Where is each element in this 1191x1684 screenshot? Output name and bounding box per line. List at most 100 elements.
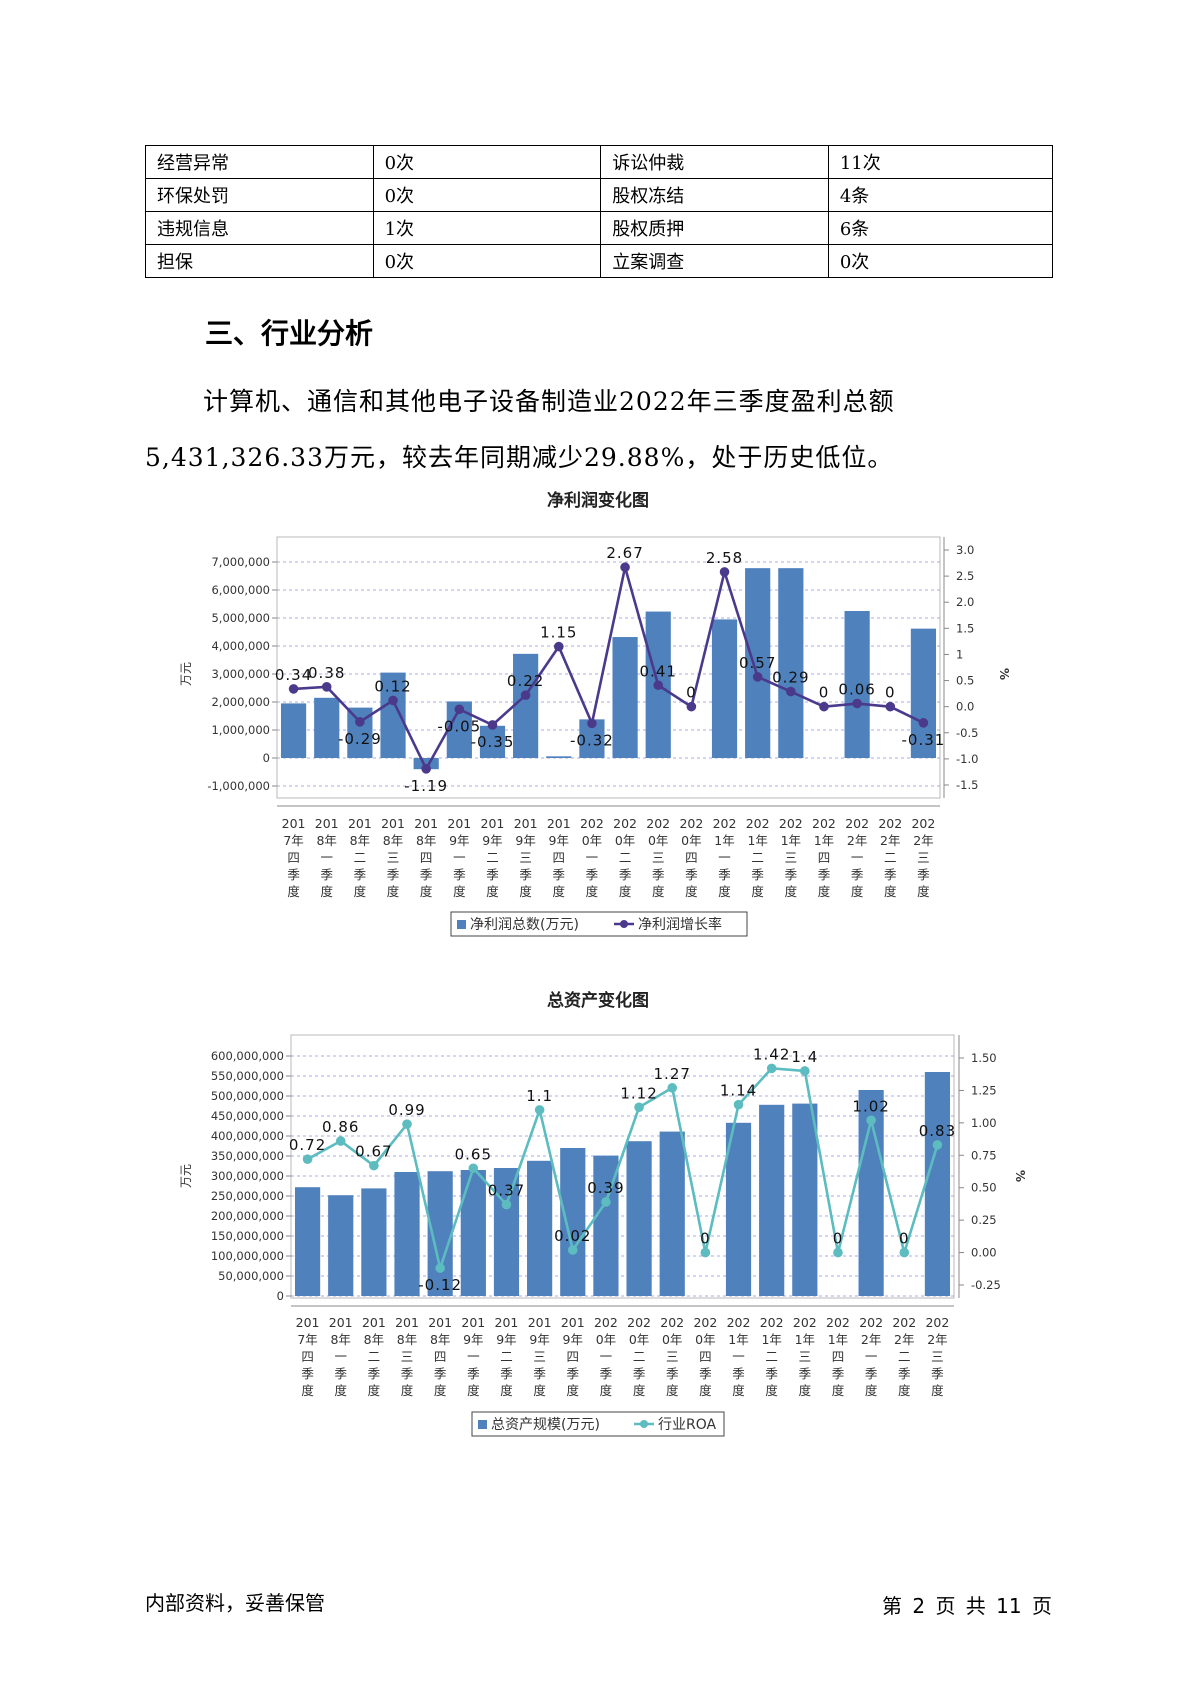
x-tick-label: 季 bbox=[553, 867, 566, 882]
x-tick-label: 三 bbox=[533, 1349, 546, 1364]
x-tick-label: 度 bbox=[387, 884, 400, 899]
data-label: 0.67 bbox=[355, 1143, 392, 1161]
x-tick-label: 202 bbox=[793, 1315, 817, 1330]
table-label-cell: 诉讼仲裁 bbox=[600, 145, 829, 179]
x-tick-label: 201 bbox=[528, 1315, 552, 1330]
data-point bbox=[421, 764, 431, 774]
data-label: -0.35 bbox=[471, 733, 515, 751]
data-label: 1.42 bbox=[753, 1045, 790, 1063]
table-label-cell: 违规信息 bbox=[145, 211, 374, 245]
y-tick-label: 450,000,000 bbox=[211, 1109, 284, 1123]
total-assets-chart-svg: 总资产变化图 600,000,000 550,000,000 500,000,000 4… bbox=[179, 990, 1027, 1437]
x-tick-label: 202 bbox=[646, 816, 670, 831]
x-tick-label: 季 bbox=[500, 1366, 513, 1381]
x-tick-label: 1年 bbox=[781, 833, 801, 848]
x-tick-label: 三 bbox=[666, 1349, 679, 1364]
x-tick-label: 202 bbox=[660, 1315, 684, 1330]
legend-bar-swatch bbox=[478, 1420, 487, 1429]
x-tick-label: 度 bbox=[320, 884, 333, 899]
x-tick-label: 四 bbox=[685, 850, 698, 865]
x-tick-label: 季 bbox=[865, 1366, 878, 1381]
y2-tick-label: 1.25 bbox=[971, 1083, 997, 1097]
x-tick-label: 度 bbox=[785, 884, 798, 899]
x-tick-label: 度 bbox=[453, 884, 466, 899]
data-point bbox=[302, 1154, 313, 1164]
x-tick-label: 度 bbox=[865, 1383, 878, 1398]
y-axis-label: 万元 bbox=[179, 662, 193, 686]
data-label: -1.19 bbox=[404, 777, 448, 795]
table-label-cell: 股权质押 bbox=[600, 211, 829, 245]
data-label: 0.02 bbox=[554, 1227, 591, 1245]
x-tick-label: 201 bbox=[362, 1315, 386, 1330]
data-label: 0.86 bbox=[322, 1118, 359, 1136]
y2-axis-label: % bbox=[1013, 1170, 1027, 1182]
data-label: 1.1 bbox=[526, 1087, 553, 1105]
x-tick-label: 季 bbox=[533, 1366, 546, 1381]
data-point bbox=[653, 680, 664, 691]
data-point bbox=[501, 1199, 512, 1210]
x-tick-label: 度 bbox=[287, 884, 300, 899]
table-value-cell: 1次 bbox=[372, 211, 602, 245]
x-tick-label: 7年 bbox=[297, 1332, 317, 1347]
x-tick-label: 二 bbox=[368, 1349, 381, 1364]
x-tick-label: 四 bbox=[301, 1349, 314, 1364]
legend-line-marker bbox=[620, 920, 628, 928]
x-tick-label: 度 bbox=[832, 1383, 845, 1398]
x-tick-label: 202 bbox=[826, 1315, 850, 1330]
x-tick-label: 三 bbox=[387, 850, 400, 865]
x-tick-label: 季 bbox=[586, 867, 599, 882]
x-tick-label: 9年 bbox=[529, 1332, 549, 1347]
x-tick-label: 一 bbox=[732, 1349, 745, 1364]
series-line bbox=[293, 566, 924, 772]
y2-tick-label: 1.50 bbox=[971, 1051, 997, 1065]
table-value-cell: 0次 bbox=[372, 178, 602, 212]
x-tick-label: 季 bbox=[785, 867, 798, 882]
table-row: 违规信息 1次 股权质押 6条 bbox=[145, 211, 1054, 245]
y2-tick-label: -1.0 bbox=[956, 752, 978, 766]
plot-frame bbox=[290, 1034, 955, 1299]
x-tick-label: 0年 bbox=[681, 833, 701, 848]
x-tick-label: 202 bbox=[779, 816, 803, 831]
data-point bbox=[733, 1099, 744, 1110]
chart-title: 总资产变化图 bbox=[547, 990, 649, 1011]
table-row: 环保处罚 0次 股权冻结 4条 bbox=[145, 178, 1054, 212]
x-tick-label: 201 bbox=[514, 816, 538, 831]
data-label: 0.37 bbox=[488, 1182, 525, 1200]
y2-tick-label: -0.25 bbox=[971, 1278, 1001, 1292]
x-tick-label: 季 bbox=[898, 1366, 911, 1381]
y-tick-label: 250,000,000 bbox=[211, 1189, 284, 1203]
x-tick-label: 0年 bbox=[648, 833, 668, 848]
x-tick-label: 一 bbox=[467, 1349, 480, 1364]
x-tick-label: 2年 bbox=[861, 1332, 881, 1347]
x-tick-label: 季 bbox=[434, 1366, 447, 1381]
data-label: 2.67 bbox=[606, 544, 643, 562]
data-label: 0.72 bbox=[289, 1136, 326, 1154]
legend-box bbox=[450, 911, 748, 937]
x-tick-label: 三 bbox=[917, 850, 930, 865]
data-point bbox=[601, 1197, 611, 1207]
y2-tick-label: 0.75 bbox=[971, 1148, 997, 1162]
table-value-cell: 0次 bbox=[827, 244, 1054, 278]
x-tick-label: 度 bbox=[334, 1383, 347, 1398]
x-tick-label: 201 bbox=[381, 816, 405, 831]
x-tick-label: 201 bbox=[315, 816, 339, 831]
y2-tick-label: -1.5 bbox=[956, 778, 978, 792]
bar bbox=[910, 628, 937, 758]
x-tick-label: 度 bbox=[586, 884, 599, 899]
x-tick-label: 202 bbox=[693, 1315, 717, 1330]
table-label-cell: 股权冻结 bbox=[600, 178, 829, 212]
x-tick-label: 度 bbox=[799, 1383, 812, 1398]
x-tick-label: 三 bbox=[519, 850, 532, 865]
x-tick-label: 度 bbox=[718, 884, 731, 899]
x-tick-label: 度 bbox=[486, 884, 499, 899]
table-label-cell: 立案调查 bbox=[600, 244, 829, 278]
data-point bbox=[288, 684, 299, 694]
x-tick-label: 季 bbox=[387, 867, 400, 882]
legend-line-label: 行业ROA bbox=[658, 1417, 717, 1433]
data-point bbox=[866, 1115, 876, 1126]
x-tick-label: 8年 bbox=[397, 1332, 417, 1347]
x-tick-label: 季 bbox=[931, 1366, 944, 1381]
y2-tick-label: 2.0 bbox=[956, 595, 974, 609]
section-title: 三、行业分析 bbox=[205, 317, 374, 350]
data-label: 0 bbox=[686, 684, 697, 702]
